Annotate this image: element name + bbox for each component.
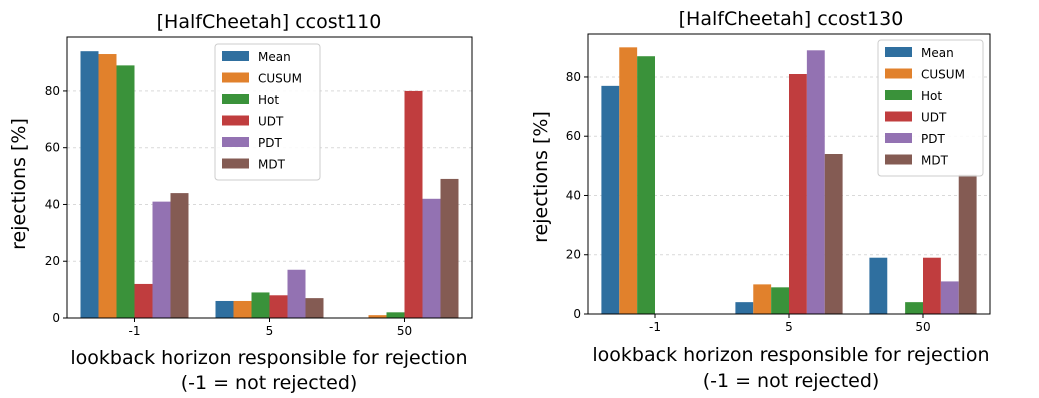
bar-mean — [80, 51, 99, 318]
legend-swatch — [222, 115, 249, 126]
plot-frame — [587, 33, 991, 315]
legend-label: Mean — [258, 50, 291, 64]
legend-label: MDT — [258, 158, 286, 172]
bar-mdt — [440, 178, 459, 318]
y-tick-label: 80 — [45, 84, 60, 98]
bar-mean — [869, 257, 888, 314]
y-tick-label: 40 — [45, 197, 60, 211]
legend-label: UDT — [921, 111, 947, 125]
y-tick-label: 80 — [566, 70, 581, 84]
legend-label: PDT — [258, 136, 282, 150]
y-tick-label: 40 — [566, 188, 581, 202]
legend-label: CUSUM — [258, 72, 302, 86]
legend-swatch — [222, 158, 249, 169]
y-tick-label: 60 — [45, 141, 60, 155]
legend-label: CUSUM — [921, 68, 965, 82]
x-tick-label: 50 — [915, 320, 930, 334]
bar-hot — [771, 287, 789, 314]
bar-udt — [269, 295, 288, 318]
bar-cusum — [368, 315, 387, 318]
y-tick-label: 20 — [45, 254, 60, 268]
x-axis-label: lookback horizon responsible for rejecti… — [70, 347, 467, 369]
bar-pdt — [940, 281, 959, 314]
legend-swatch — [222, 137, 249, 147]
bar-cusum — [98, 54, 117, 318]
legend-swatch — [885, 90, 912, 100]
bar-mdt — [170, 193, 189, 318]
bar-mdt — [305, 298, 324, 318]
chart-title: [HalfCheetah] ccost110 — [157, 11, 382, 33]
bar-mean — [601, 85, 620, 314]
y-tick-label: 0 — [52, 311, 60, 325]
legend-swatch — [222, 94, 249, 104]
bar-mean — [215, 300, 234, 318]
bar-hot — [386, 312, 405, 318]
x-axis-label-line2: (-1 = not rejected) — [703, 370, 880, 392]
bar-pdt — [152, 201, 171, 318]
plot-frame — [66, 36, 473, 319]
legend-swatch — [885, 111, 912, 122]
x-axis-label-line2: (-1 = not rejected) — [181, 372, 358, 394]
legend-swatch — [222, 72, 249, 83]
legend-swatch — [885, 47, 912, 57]
x-tick-label: -1 — [649, 320, 661, 334]
x-axis-label: lookback horizon responsible for rejecti… — [592, 344, 989, 366]
chart-ccost130: [HalfCheetah] ccost130 rejections [%] lo… — [530, 8, 991, 392]
legend-label: Hot — [258, 93, 279, 107]
legend-label: UDT — [258, 115, 284, 129]
legend-swatch — [885, 154, 912, 165]
bar-hot — [116, 65, 135, 318]
legend-label: PDT — [921, 132, 945, 146]
bar-mdt — [958, 174, 977, 314]
bar-udt — [789, 74, 807, 314]
bar-udt — [404, 90, 423, 319]
bar-udt — [923, 257, 941, 314]
bar-pdt — [806, 50, 825, 315]
bar-mdt — [824, 154, 843, 314]
bar-cusum — [619, 47, 638, 314]
bar-hot — [251, 292, 270, 318]
bar-cusum — [233, 300, 252, 318]
x-tick-label: 5 — [266, 324, 274, 338]
legend-swatch — [885, 68, 912, 79]
y-axis-label: rejections [%] — [530, 111, 552, 243]
bar-cusum — [753, 284, 772, 314]
legend-label: Hot — [921, 89, 942, 103]
x-tick-label: 5 — [785, 320, 793, 334]
y-tick-label: 0 — [573, 307, 581, 321]
bar-hot — [637, 56, 655, 314]
bar-pdt — [422, 198, 441, 318]
legend-label: MDT — [921, 154, 949, 168]
y-axis-label: rejections [%] — [8, 118, 30, 250]
chart-title: [HalfCheetah] ccost130 — [679, 8, 904, 30]
bar-pdt — [287, 269, 306, 318]
y-tick-label: 20 — [566, 248, 581, 262]
legend-swatch — [885, 133, 912, 143]
legend-swatch — [222, 51, 249, 61]
chart-ccost110: [HalfCheetah] ccost110 rejections [%] lo… — [8, 11, 473, 394]
bar-mean — [735, 302, 754, 314]
y-tick-label: 60 — [566, 129, 581, 143]
x-tick-label: 50 — [397, 324, 412, 338]
legend-label: Mean — [921, 46, 954, 60]
x-tick-label: -1 — [129, 324, 141, 338]
bar-udt — [134, 283, 153, 318]
bar-hot — [905, 302, 923, 314]
